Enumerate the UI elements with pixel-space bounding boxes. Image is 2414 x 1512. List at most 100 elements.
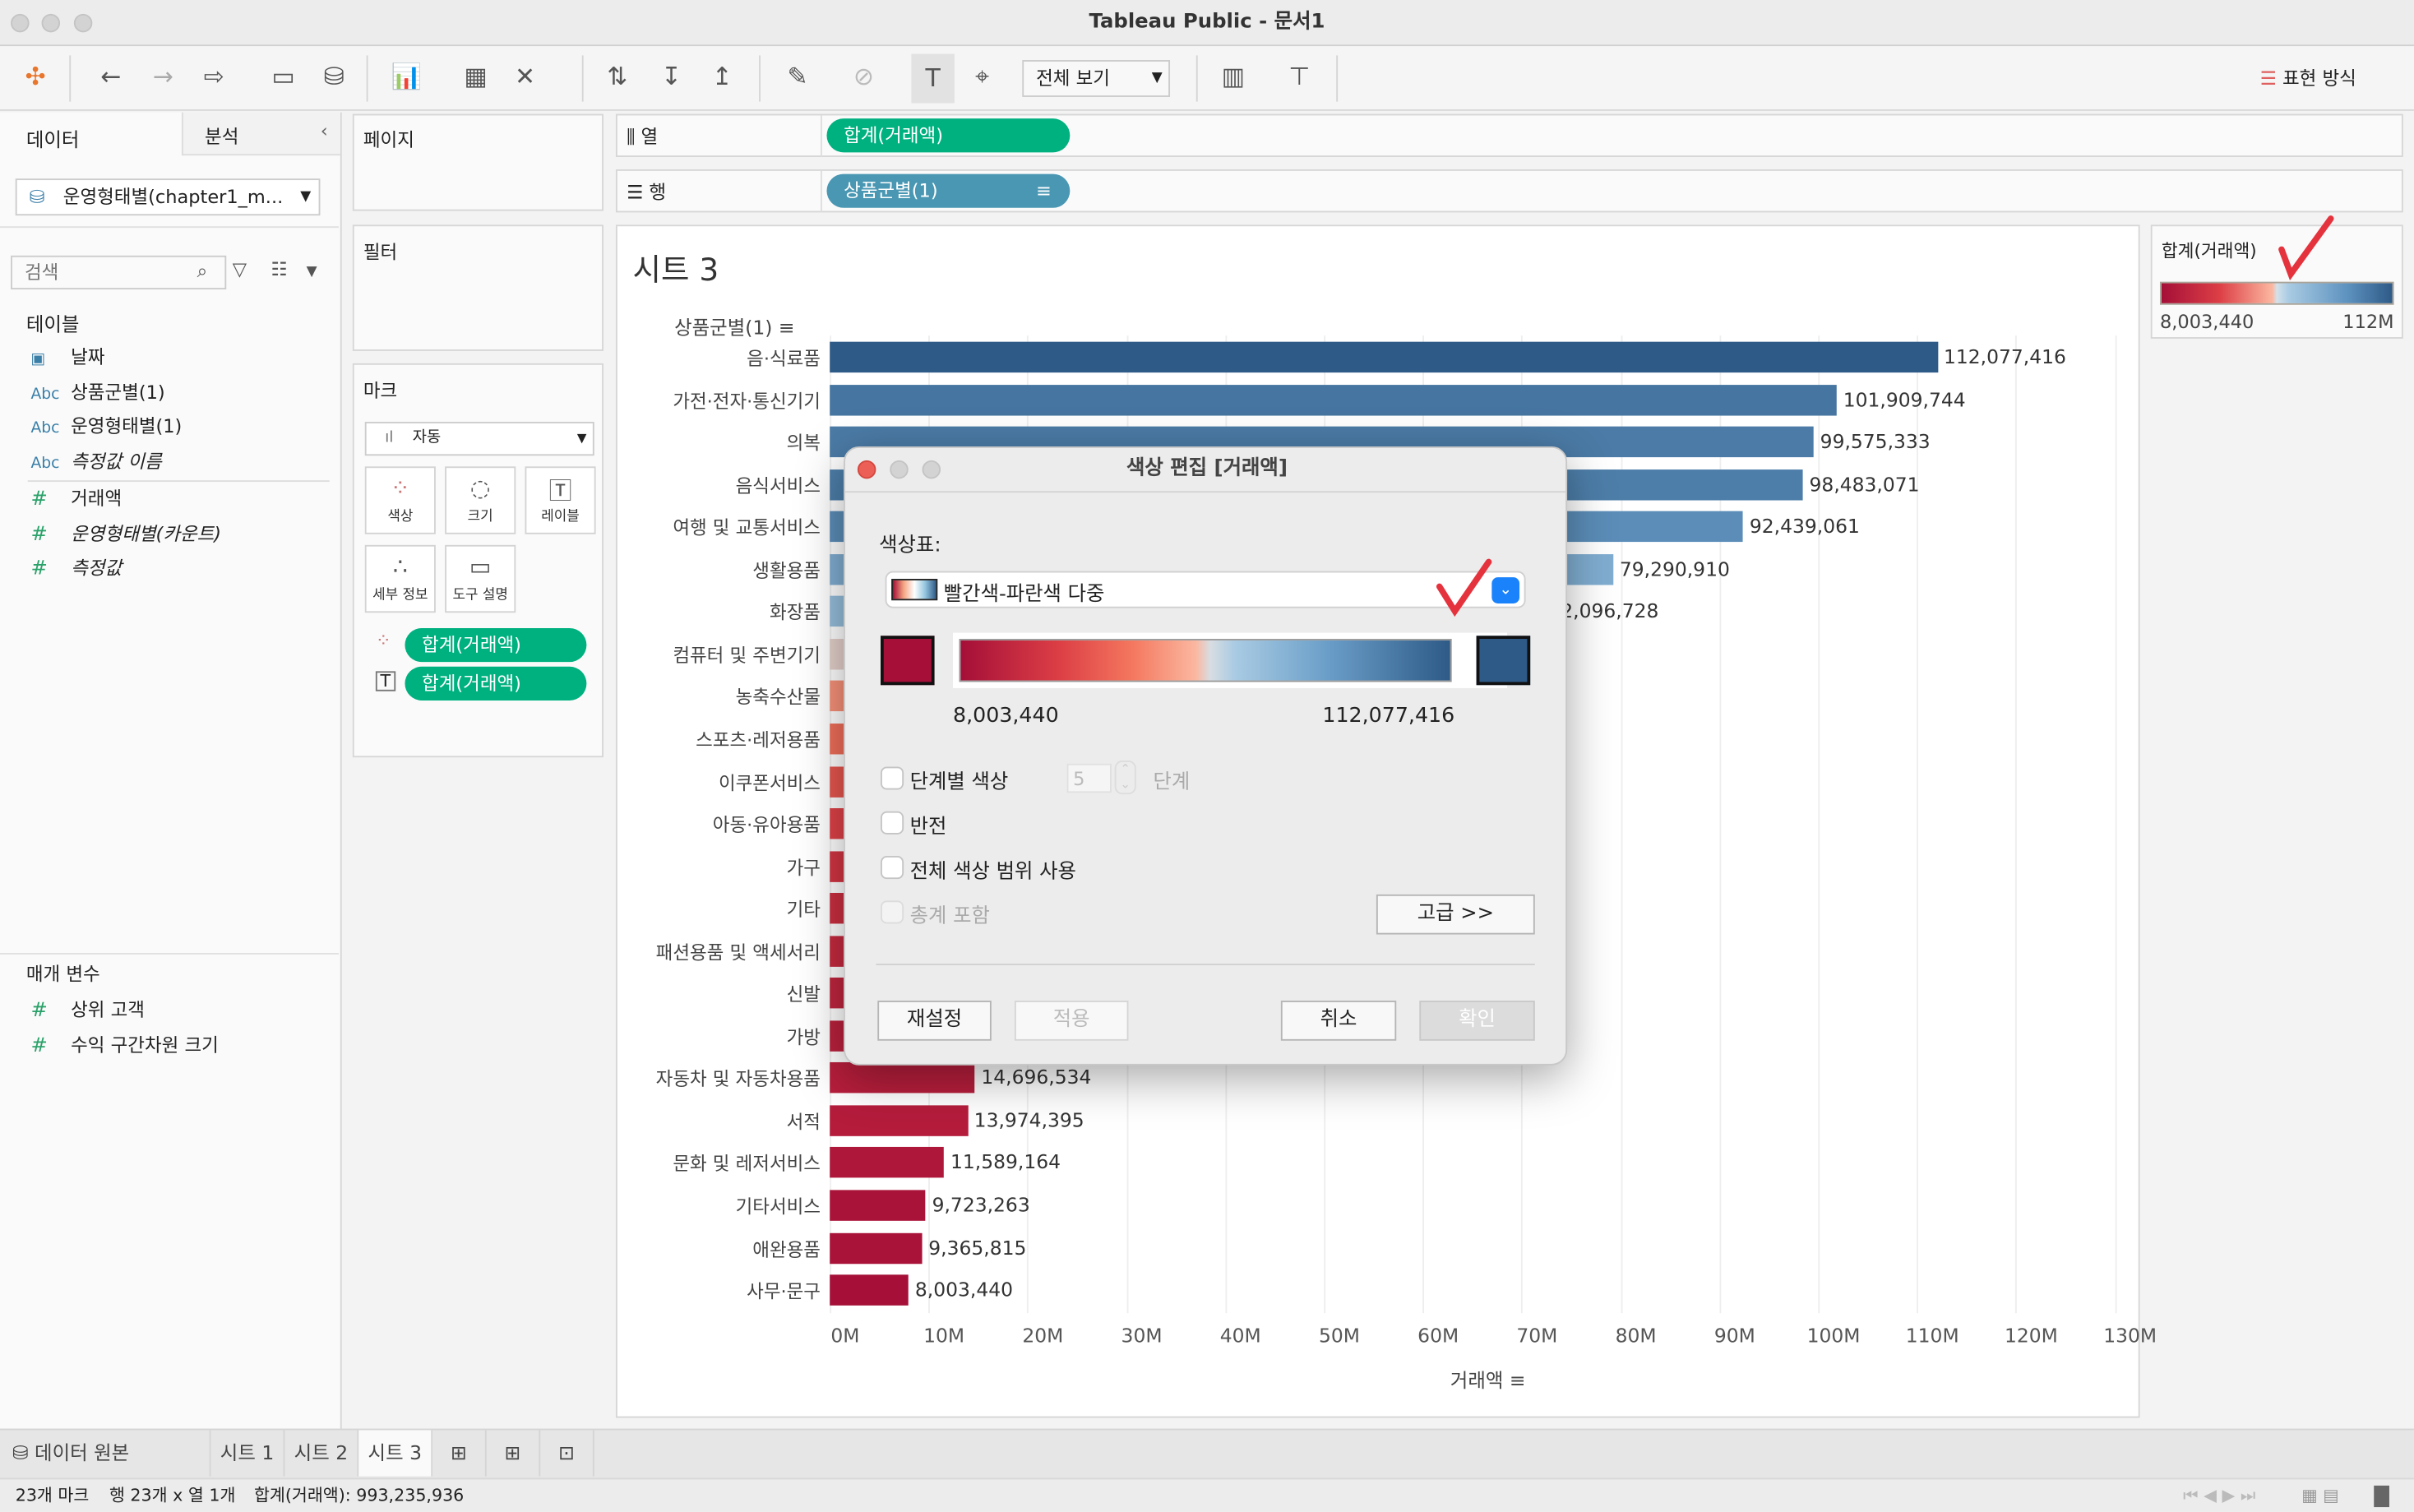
pin-icon[interactable]: ⌖ [975, 61, 990, 91]
grid-view-icon[interactable]: ▦ ▤ [2301, 1485, 2339, 1506]
sort-descending-icon[interactable]: ↥ [711, 61, 733, 91]
ok-button[interactable]: 확인 [1419, 1001, 1535, 1041]
page-nav-icon[interactable]: ⏮ ◀ ▶ ⏭ [2183, 1485, 2256, 1506]
field-item[interactable]: # 상위 고객 [30, 995, 145, 1025]
field-item[interactable]: # 측정값 [30, 553, 122, 583]
category-label: 가전·전자·통신기기 [673, 390, 821, 412]
chevron-down-icon[interactable]: ▼ [306, 265, 317, 280]
minimize-dialog-button[interactable] [890, 460, 909, 479]
tableau-logo-icon[interactable]: ✣ [25, 61, 46, 91]
sort-icon[interactable]: ≡ [778, 315, 795, 339]
label-button[interactable]: 🅃 레이블 [525, 466, 596, 534]
close-window-button[interactable] [11, 13, 30, 33]
mark-type-select[interactable]: ıl 자동 ▼ [364, 422, 594, 456]
color-button[interactable]: ⁘ 색상 [364, 466, 436, 534]
tab-sheet-3[interactable]: 시트 3 [358, 1430, 433, 1477]
bar[interactable] [830, 341, 1938, 373]
cancel-button[interactable]: 취소 [1280, 1001, 1397, 1041]
tooltip-icon: ▭ [469, 553, 492, 580]
zoom-dialog-button[interactable] [922, 460, 941, 479]
columns-icon: ⫼ 열 [627, 126, 659, 148]
group-icon[interactable]: ⊘ [853, 61, 874, 91]
bar[interactable] [830, 1105, 969, 1136]
close-dialog-button[interactable] [857, 460, 876, 479]
field-item[interactable]: # 운영형태별(카운트) [30, 518, 221, 548]
field-item[interactable]: # 거래액 [30, 483, 122, 514]
field-item[interactable]: Abc 상품군별(1) [30, 377, 164, 407]
color-pill[interactable]: 합계(거래액) [405, 627, 587, 663]
pages-shelf[interactable]: 페이지 [352, 113, 604, 211]
color-legend[interactable]: 합계(거래액) 8,003,440 112M [2150, 224, 2403, 339]
full-range-checkbox[interactable] [881, 856, 904, 880]
bar[interactable] [830, 1274, 909, 1306]
bar[interactable] [830, 1062, 975, 1094]
sort-icon[interactable]: ≡ [1036, 180, 1052, 202]
back-icon[interactable]: ← [100, 61, 122, 91]
stepped-color-checkbox[interactable] [881, 766, 904, 790]
show-labels-icon[interactable]: T [911, 53, 955, 104]
presentation-icon[interactable]: ⊤ [1288, 61, 1311, 91]
save-icon[interactable]: ▭ [271, 61, 295, 91]
duplicate-sheet-icon[interactable]: ▦ [464, 61, 488, 91]
rows-shelf[interactable]: ☰ 행 상품군별(1) ≡ [615, 169, 2403, 213]
bar[interactable] [830, 1190, 927, 1221]
tab-sheet-2[interactable]: 시트 2 [284, 1430, 359, 1477]
forward-icon[interactable]: → [152, 61, 174, 91]
bar[interactable] [830, 1232, 923, 1264]
tab-datasource[interactable]: ⛁ 데이터 원본 [0, 1430, 211, 1477]
field-item[interactable]: # 수익 구간차원 크기 [30, 1029, 218, 1060]
tooltip-button[interactable]: ▭ 도구 설명 [445, 544, 516, 613]
sort-ascending-icon[interactable]: ↧ [660, 61, 682, 91]
size-button[interactable]: ◌ 크기 [445, 466, 516, 534]
bar[interactable] [830, 384, 1838, 415]
new-dashboard-icon[interactable]: ⊞ [487, 1430, 541, 1477]
collapse-icon[interactable]: ‹ [320, 120, 328, 142]
new-sheet-icon[interactable]: 📊 [391, 61, 422, 91]
new-story-icon[interactable]: ⊡ [540, 1430, 594, 1477]
swap-icon[interactable]: ⇅ [607, 61, 628, 91]
clear-sheet-icon[interactable]: ✕ [514, 61, 536, 91]
low-color-swatch[interactable] [881, 636, 935, 686]
add-datasource-icon[interactable]: ⛁ [323, 61, 345, 91]
columns-shelf[interactable]: ⫼ 열 합계(거래액) [615, 113, 2403, 157]
minimize-window-button[interactable] [41, 13, 61, 33]
zoom-window-button[interactable] [73, 13, 93, 33]
apply-button[interactable]: 적용 [1014, 1001, 1129, 1041]
new-worksheet-icon[interactable]: ⊞ [432, 1430, 487, 1477]
sort-icon[interactable]: ≡ [1509, 1368, 1526, 1392]
label-pill[interactable]: 합계(거래액) [405, 666, 587, 701]
reverse-checkbox[interactable] [881, 811, 904, 835]
include-totals-checkbox[interactable] [881, 900, 904, 924]
field-item[interactable]: Abc 운영형태별(1) [30, 411, 182, 442]
show-me-button[interactable]: ☰ 표현 방식 [2260, 65, 2356, 91]
card-icon[interactable]: ▥ [1221, 61, 1245, 91]
filmstrip-icon[interactable] [2374, 1485, 2389, 1508]
advanced-button[interactable]: 고급 >> [1376, 894, 1535, 935]
tab-data[interactable]: 데이터 [25, 127, 80, 151]
rows-pill[interactable]: 상품군별(1) ≡ [826, 173, 1071, 208]
chevron-down-icon[interactable]: ⌄ [1491, 577, 1520, 603]
field-label: 상품군별(1) [71, 381, 165, 403]
bar[interactable] [830, 1147, 945, 1179]
datasource-select[interactable]: ⛁ 운영형태별(chapter1_m... ▼ [15, 178, 321, 216]
search-input[interactable] [11, 255, 227, 290]
redo-icon[interactable]: ⇨ [203, 61, 224, 91]
columns-pill[interactable]: 합계(거래액) [826, 118, 1071, 153]
filter-icon[interactable]: ▽ [232, 258, 247, 280]
fit-select[interactable]: 전체 보기 ▼ [1022, 60, 1171, 97]
steps-stepper[interactable]: ⌃ ⌄ [1114, 760, 1136, 795]
field-item[interactable]: ▣ 날짜 [30, 342, 104, 372]
steps-input[interactable]: 5 [1066, 763, 1112, 793]
reset-button[interactable]: 재설정 [877, 1001, 992, 1041]
row-header[interactable]: 상품군별(1) ≡ [674, 311, 794, 340]
palette-select[interactable]: 빨간색-파란색 다중 ⌄ [885, 571, 1526, 608]
high-color-swatch[interactable] [1476, 636, 1531, 686]
field-item[interactable]: Abc 측정값 이름 [30, 446, 161, 476]
list-view-icon[interactable]: ☷ [271, 258, 288, 280]
detail-button[interactable]: ∴ 세부 정보 [364, 544, 436, 613]
tab-sheet-1[interactable]: 시트 1 [211, 1430, 285, 1477]
tab-analysis[interactable]: 분석 ‹ [181, 112, 340, 156]
search-icon: ⌕ [197, 260, 208, 282]
filters-shelf[interactable]: 필터 [352, 224, 604, 351]
highlight-icon[interactable]: ✎ [787, 61, 808, 91]
